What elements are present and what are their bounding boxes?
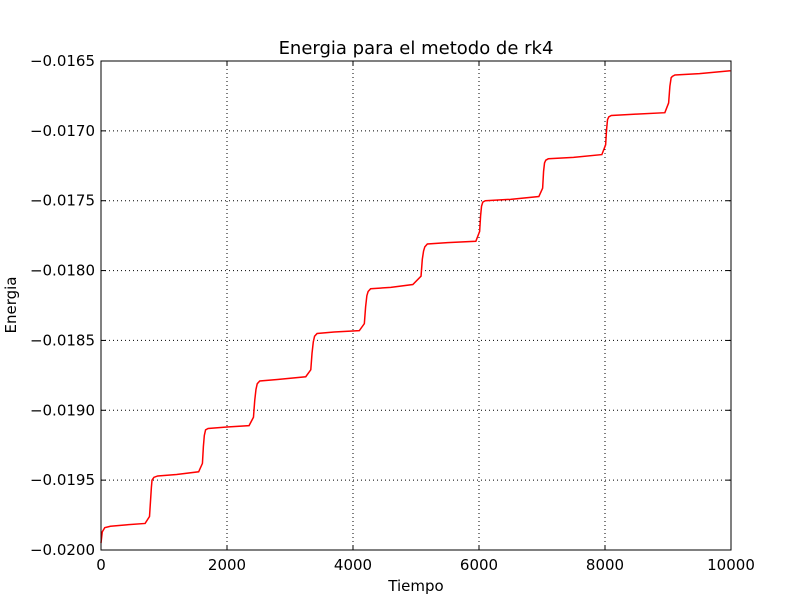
x-tick-label: 8000: [586, 556, 624, 574]
y-tick-label: −0.0185: [30, 331, 95, 349]
x-tick-label: 4000: [334, 556, 372, 574]
tick-layer: 0 2000 4000 6000 8000 10000 −0.0200 −0.0195 −0.0…: [30, 52, 755, 574]
x-tick-label: 2000: [208, 556, 246, 574]
y-tick-label: −0.0200: [30, 541, 95, 559]
y-tick-label: −0.0170: [30, 122, 95, 140]
series-line-energia: [100, 70, 731, 544]
y-axis-title: Energia: [2, 277, 20, 334]
chart-title: Energia para el metodo de rk4: [279, 38, 554, 59]
x-tick-label: 10000: [707, 556, 755, 574]
y-tick-label: −0.0175: [30, 192, 95, 210]
x-tick-label: 6000: [460, 556, 498, 574]
x-tick-label: 0: [96, 556, 106, 574]
y-tick-label: −0.0195: [30, 471, 95, 489]
y-tick-label: −0.0190: [30, 401, 95, 419]
plot-area-frame: [100, 60, 732, 551]
y-tick-label: −0.0180: [30, 262, 95, 280]
grid-layer: [101, 61, 731, 550]
x-axis-title: Tiempo: [387, 577, 443, 595]
y-tick-label: −0.0165: [30, 52, 95, 70]
